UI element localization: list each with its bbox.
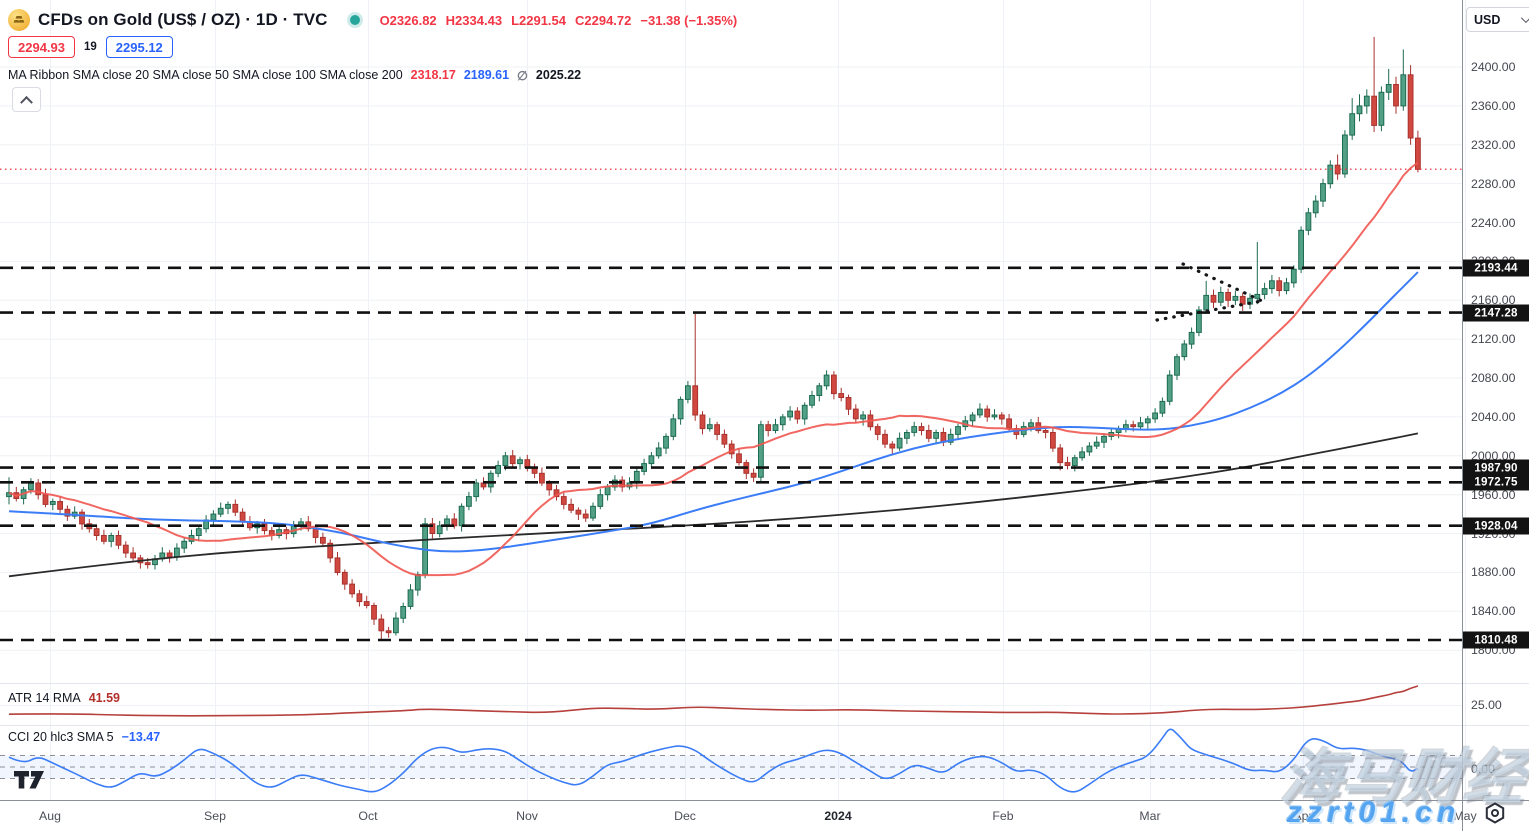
cci-line [8, 728, 1419, 793]
currency-selector[interactable]: USD [1466, 7, 1529, 32]
collapse-legend-button[interactable] [12, 87, 41, 112]
sma200-line [8, 432, 1419, 578]
sma20-line [8, 161, 1419, 577]
time-axis-label: Apr [1293, 809, 1313, 823]
trade-buttons: 2294.93 19 2295.12 [8, 36, 173, 58]
pane-separators[interactable] [0, 683, 1529, 726]
price-tick-label: 2280.00 [1471, 176, 1516, 191]
gold-bars-glyph [13, 16, 25, 23]
atr-legend[interactable]: ATR 14 RMA 41.59 [8, 691, 120, 705]
time-axis-label: May [1453, 809, 1477, 823]
sma50-line [8, 271, 1419, 553]
cci-value: −13.47 [121, 730, 161, 744]
ohlc-values: O2326.82 H2334.43 L2291.54 C2294.72 −31.… [380, 13, 738, 28]
sma200-value: 2025.22 [535, 68, 582, 82]
indicator-tick-label: 0.00 [1471, 762, 1495, 776]
chevron-up-icon [20, 95, 33, 109]
price-level-badge: 1928.04 [1463, 517, 1529, 535]
sma20-value: 2318.17 [410, 68, 456, 82]
sma50-value: 2189.61 [463, 68, 510, 82]
time-axis-label: 2024 [824, 809, 852, 823]
currency-label: USD [1474, 12, 1501, 27]
close-value: C2294.72 [575, 12, 632, 28]
open-value: O2326.82 [379, 12, 437, 28]
market-open-dot-icon[interactable] [349, 15, 360, 25]
price-level-badge: 1987.90 [1463, 459, 1529, 477]
time-axis[interactable]: Aug Sep Oct Nov Dec 2024 Feb Mar Apr May [0, 801, 1529, 831]
change-value: −31.38 (−1.35%) [640, 12, 738, 28]
price-tick-label: 2080.00 [1471, 371, 1516, 385]
time-axis-label: Sep [204, 809, 226, 823]
cci-pane [0, 728, 1462, 793]
pennant-annotation[interactable] [1155, 262, 1264, 322]
main-pane [0, 36, 1462, 642]
price-tick-label: 1960.00 [1471, 487, 1516, 502]
price-level-badge: 2193.44 [1463, 259, 1529, 277]
spread-value: 19 [84, 41, 97, 53]
chevron-down-icon [1520, 13, 1529, 24]
cci-title: CCI 20 hlc3 SMA 5 [8, 730, 114, 744]
low-value: L2291.54 [511, 12, 566, 28]
atr-title: ATR 14 RMA [8, 691, 81, 705]
time-axis-label: Oct [358, 809, 378, 823]
cci-legend[interactable]: CCI 20 hlc3 SMA 5 −13.47 [8, 730, 160, 744]
price-tick-label: 2120.00 [1471, 332, 1516, 347]
price-tick-label: 1840.00 [1471, 604, 1516, 619]
time-axis-label: Aug [39, 809, 61, 823]
atr-pane [8, 685, 1419, 717]
time-axis-label: Dec [674, 809, 696, 823]
price-level-badge: 1972.75 [1463, 473, 1529, 491]
price-tick-label: 2040.00 [1471, 409, 1516, 424]
symbol-header: CFDs on Gold (US$ / OZ) · 1D · TVC O2326… [8, 6, 737, 34]
tradingview-logo-icon[interactable] [14, 771, 44, 789]
price-tick-label: 2160.00 [1471, 293, 1516, 308]
price-tick-label: 2360.00 [1471, 98, 1516, 113]
price-tick-label: 2400.00 [1471, 60, 1516, 74]
price-level-badge: 2147.28 [1463, 304, 1529, 322]
grid-layer [0, 0, 1466, 800]
price-level-lines[interactable] [0, 266, 1462, 642]
candles-layer [6, 36, 1421, 641]
sma100-hidden-value: ∅ [517, 68, 528, 83]
price-level-badge: 1810.48 [1463, 631, 1529, 649]
buy-button[interactable]: 2295.12 [105, 36, 173, 58]
time-axis-label: Mar [1139, 809, 1161, 823]
symbol-title[interactable]: CFDs on Gold (US$ / OZ) · 1D · TVC [38, 10, 328, 29]
price-axis[interactable]: USD 2400.00 2360.00 2320.00 2280.00 2240.00 2… [1463, 0, 1529, 831]
ma-ribbon-title: MA Ribbon SMA close 20 SMA close 50 SMA … [8, 68, 403, 82]
atr-value: 41.59 [88, 691, 120, 705]
price-tick-label: 1880.00 [1471, 565, 1516, 580]
time-axis-label: Feb [992, 809, 1014, 823]
sell-button[interactable]: 2294.93 [8, 36, 75, 58]
indicator-tick-label: 25.00 [1471, 698, 1502, 712]
gold-symbol-icon [8, 9, 30, 31]
atr-line [8, 685, 1419, 717]
high-value: H2334.43 [445, 12, 503, 28]
time-axis-label: Nov [516, 809, 538, 823]
price-tick-label: 2320.00 [1471, 137, 1516, 152]
ma-ribbon-legend[interactable]: MA Ribbon SMA close 20 SMA close 50 SMA … [8, 66, 581, 84]
price-tick-label: 2240.00 [1471, 215, 1516, 230]
